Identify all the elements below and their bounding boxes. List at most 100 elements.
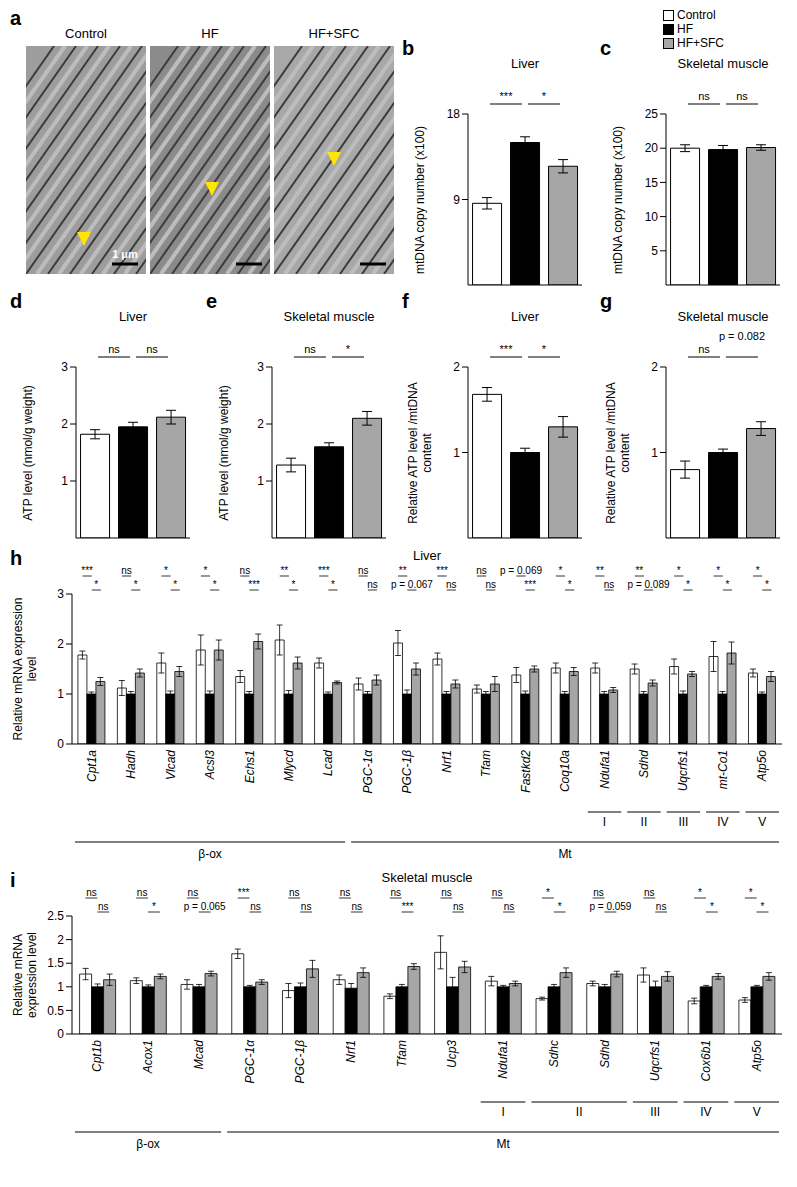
svg-text:***: *** <box>500 343 514 355</box>
svg-text:ns: ns <box>656 901 667 912</box>
svg-text:5: 5 <box>651 244 658 258</box>
svg-text:ns: ns <box>367 579 378 590</box>
svg-text:3: 3 <box>57 587 64 601</box>
svg-text:PGC-1α: PGC-1α <box>361 749 375 794</box>
svg-text:Acsl3: Acsl3 <box>203 750 217 781</box>
svg-text:Uqcrfs1: Uqcrfs1 <box>676 750 690 791</box>
svg-text:Tfam: Tfam <box>479 750 493 777</box>
svg-text:Sdhd: Sdhd <box>637 750 651 778</box>
svg-text:**: ** <box>635 565 643 576</box>
svg-text:Acox1: Acox1 <box>141 1040 155 1074</box>
svg-text:ns: ns <box>240 565 251 576</box>
svg-text:V: V <box>758 815 766 829</box>
svg-text:Nrf1: Nrf1 <box>344 1040 358 1063</box>
svg-text:1.5: 1.5 <box>47 956 64 970</box>
svg-text:Cpt1b: Cpt1b <box>90 1040 104 1072</box>
svg-text:Nrf1: Nrf1 <box>440 750 454 773</box>
svg-text:15: 15 <box>645 176 659 190</box>
svg-text:ns: ns <box>390 887 401 898</box>
svg-text:p = 0.082: p = 0.082 <box>719 330 765 342</box>
svg-text:*: * <box>686 579 690 590</box>
svg-text:*: * <box>749 887 753 898</box>
svg-text:I: I <box>603 815 606 829</box>
svg-text:***: *** <box>318 565 330 576</box>
svg-text:ns: ns <box>492 887 503 898</box>
svg-text:I: I <box>501 1105 504 1119</box>
svg-text:II: II <box>641 815 648 829</box>
svg-text:*: * <box>292 579 296 590</box>
svg-text:III: III <box>678 815 688 829</box>
svg-text:2: 2 <box>57 933 64 947</box>
svg-text:1: 1 <box>651 446 658 460</box>
svg-text:*: * <box>710 901 714 912</box>
svg-text:Sdhd: Sdhd <box>598 1040 612 1068</box>
svg-text:0.5: 0.5 <box>47 1004 64 1018</box>
svg-text:ns: ns <box>289 887 300 898</box>
svg-text:10: 10 <box>645 210 659 224</box>
svg-text:***: *** <box>81 565 93 576</box>
svg-text:ns: ns <box>340 887 351 898</box>
svg-text:*: * <box>542 90 547 102</box>
svg-text:*: * <box>331 579 335 590</box>
svg-text:ns: ns <box>358 565 369 576</box>
svg-text:9: 9 <box>453 193 460 207</box>
svg-text:***: *** <box>500 90 514 102</box>
svg-text:Mcad: Mcad <box>192 1040 206 1070</box>
svg-text:p = 0.065: p = 0.065 <box>184 901 226 912</box>
svg-text:Cpt1a: Cpt1a <box>85 750 99 782</box>
svg-text:ns: ns <box>453 901 464 912</box>
svg-text:Fastkd2: Fastkd2 <box>519 750 533 793</box>
svg-text:p = 0.089: p = 0.089 <box>628 579 670 590</box>
svg-text:ns: ns <box>604 579 615 590</box>
svg-text:Cox6b1: Cox6b1 <box>699 1040 713 1081</box>
svg-text:*: * <box>558 901 562 912</box>
svg-text:0: 0 <box>57 737 64 751</box>
svg-text:ns: ns <box>698 343 710 355</box>
svg-text:ns: ns <box>446 579 457 590</box>
svg-text:Mt: Mt <box>496 1137 510 1151</box>
svg-text:*: * <box>559 565 563 576</box>
svg-text:*: * <box>716 565 720 576</box>
svg-text:25: 25 <box>645 107 659 121</box>
svg-text:*: * <box>677 565 681 576</box>
svg-text:2.5: 2.5 <box>47 909 64 923</box>
svg-text:ns: ns <box>644 887 655 898</box>
svg-text:*: * <box>568 579 572 590</box>
svg-text:Ndufa1: Ndufa1 <box>598 750 612 789</box>
svg-text:Echs1: Echs1 <box>243 750 257 783</box>
svg-text:*: * <box>134 579 138 590</box>
svg-text:2: 2 <box>61 417 68 431</box>
svg-text:Atp5o: Atp5o <box>750 1040 764 1073</box>
svg-text:***: *** <box>524 579 536 590</box>
svg-text:*: * <box>346 343 351 355</box>
svg-text:ns: ns <box>504 901 515 912</box>
svg-text:Mt: Mt <box>558 847 572 861</box>
svg-text:III: III <box>650 1105 660 1119</box>
svg-text:*: * <box>542 343 547 355</box>
svg-text:Ndufa1: Ndufa1 <box>496 1040 510 1079</box>
svg-text:2: 2 <box>453 360 460 374</box>
svg-text:ns: ns <box>476 565 487 576</box>
svg-text:2: 2 <box>57 637 64 651</box>
svg-text:ns: ns <box>698 90 710 102</box>
svg-text:IV: IV <box>700 1105 711 1119</box>
svg-text:ns: ns <box>108 343 120 355</box>
svg-text:*: * <box>204 565 208 576</box>
svg-text:*: * <box>94 579 98 590</box>
svg-text:ns: ns <box>86 887 97 898</box>
svg-text:ns: ns <box>250 901 261 912</box>
svg-text:*: * <box>164 565 168 576</box>
svg-text:Sdhc: Sdhc <box>547 1040 561 1067</box>
svg-text:1: 1 <box>57 687 64 701</box>
svg-text:Tfam: Tfam <box>395 1040 409 1067</box>
svg-text:ns: ns <box>301 901 312 912</box>
svg-text:3: 3 <box>257 360 264 374</box>
svg-text:ns: ns <box>441 887 452 898</box>
svg-text:1 μm: 1 μm <box>112 248 138 260</box>
svg-text:Ucp3: Ucp3 <box>445 1040 459 1068</box>
svg-text:PGC-1β: PGC-1β <box>400 750 414 794</box>
svg-text:β-ox: β-ox <box>198 847 222 861</box>
svg-text:20: 20 <box>645 141 659 155</box>
svg-text:V: V <box>753 1105 761 1119</box>
svg-text:*: * <box>213 579 217 590</box>
